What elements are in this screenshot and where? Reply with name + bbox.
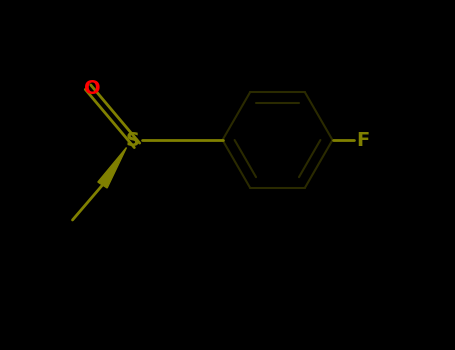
Text: O: O <box>84 79 101 98</box>
Text: S: S <box>126 131 140 149</box>
Polygon shape <box>98 147 126 188</box>
Text: F: F <box>356 131 369 149</box>
